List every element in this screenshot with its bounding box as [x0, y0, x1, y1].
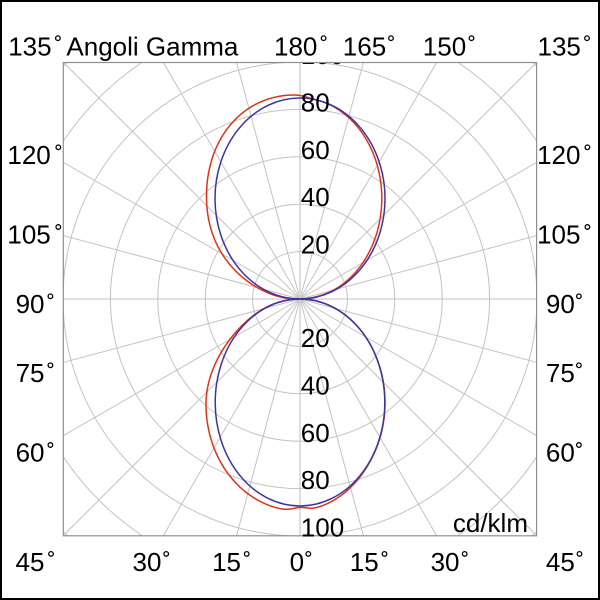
svg-text:0: 0 — [290, 547, 304, 577]
svg-text:30: 30 — [431, 547, 460, 577]
svg-text:cd/klm: cd/klm — [453, 508, 528, 538]
svg-text:75: 75 — [546, 358, 575, 388]
svg-text:180: 180 — [274, 31, 317, 61]
svg-text:120: 120 — [7, 140, 50, 170]
svg-text:90: 90 — [16, 289, 45, 319]
svg-text:120: 120 — [537, 140, 580, 170]
svg-text:90: 90 — [546, 289, 575, 319]
svg-text:105: 105 — [7, 220, 50, 250]
svg-text:100: 100 — [301, 40, 344, 70]
svg-text:15: 15 — [212, 547, 241, 577]
svg-text:40: 40 — [301, 182, 330, 212]
svg-text:15: 15 — [350, 547, 379, 577]
svg-text:135: 135 — [8, 31, 51, 61]
svg-text:20: 20 — [301, 323, 330, 353]
svg-text:40: 40 — [301, 370, 330, 400]
svg-text:75: 75 — [16, 358, 45, 388]
svg-text:80: 80 — [301, 87, 330, 117]
svg-text:60: 60 — [546, 438, 575, 468]
svg-text:135: 135 — [538, 31, 581, 61]
svg-text:165: 165 — [343, 31, 386, 61]
svg-text:45: 45 — [16, 547, 45, 577]
svg-text:150: 150 — [423, 31, 466, 61]
svg-text:Angoli Gamma: Angoli Gamma — [66, 31, 238, 61]
svg-text:20: 20 — [301, 230, 330, 260]
svg-text:100: 100 — [301, 513, 344, 543]
svg-text:60: 60 — [301, 418, 330, 448]
svg-text:30: 30 — [133, 547, 162, 577]
svg-text:60: 60 — [16, 438, 45, 468]
svg-text:105: 105 — [537, 220, 580, 250]
svg-text:80: 80 — [301, 465, 330, 495]
svg-text:45: 45 — [546, 547, 575, 577]
svg-text:60: 60 — [301, 135, 330, 165]
